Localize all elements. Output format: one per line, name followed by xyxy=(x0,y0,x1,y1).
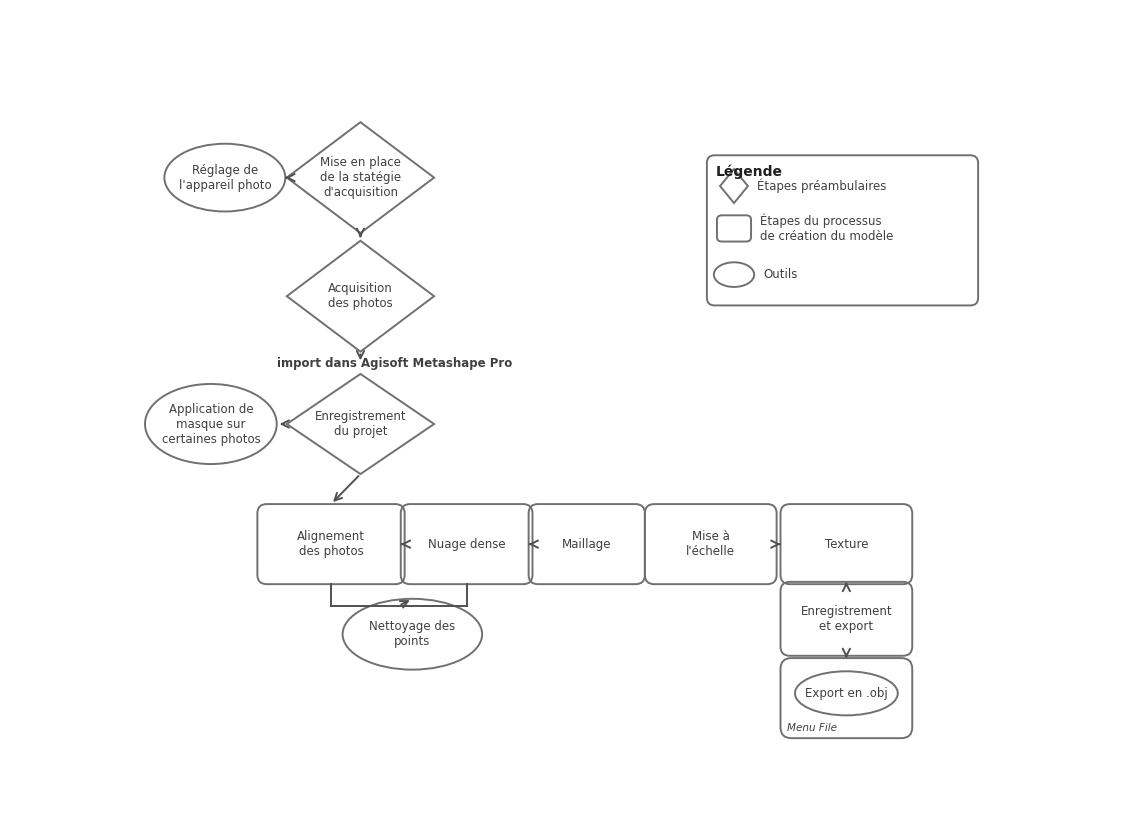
Text: Application de
masque sur
certaines photos: Application de masque sur certaines phot… xyxy=(161,403,261,445)
Text: import dans Agisoft Metashape Pro: import dans Agisoft Metashape Pro xyxy=(277,357,511,369)
Text: Acquisition
des photos: Acquisition des photos xyxy=(329,282,393,310)
Text: Outils: Outils xyxy=(763,268,798,281)
Text: Étapes du processus
de création du modèle: Étapes du processus de création du modèl… xyxy=(760,214,894,243)
Text: Texture: Texture xyxy=(824,537,868,551)
Text: Étapes préambulaires: Étapes préambulaires xyxy=(758,179,886,193)
Text: Mise à
l'échelle: Mise à l'échelle xyxy=(686,530,735,558)
Text: Maillage: Maillage xyxy=(562,537,612,551)
Text: Légende: Légende xyxy=(716,165,784,179)
Text: Nuage dense: Nuage dense xyxy=(428,537,506,551)
Text: Nettoyage des
points: Nettoyage des points xyxy=(369,620,455,648)
Text: Menu File: Menu File xyxy=(787,723,837,733)
Text: Alignement
des photos: Alignement des photos xyxy=(297,530,365,558)
Text: Mise en place
de la statégie
d'acquisition: Mise en place de la statégie d'acquisiti… xyxy=(320,156,401,199)
Text: Enregistrement
du projet: Enregistrement du projet xyxy=(315,410,406,438)
Text: Enregistrement
et export: Enregistrement et export xyxy=(800,605,892,633)
Text: Export en .obj: Export en .obj xyxy=(805,687,887,700)
Text: Réglage de
l'appareil photo: Réglage de l'appareil photo xyxy=(178,164,271,191)
